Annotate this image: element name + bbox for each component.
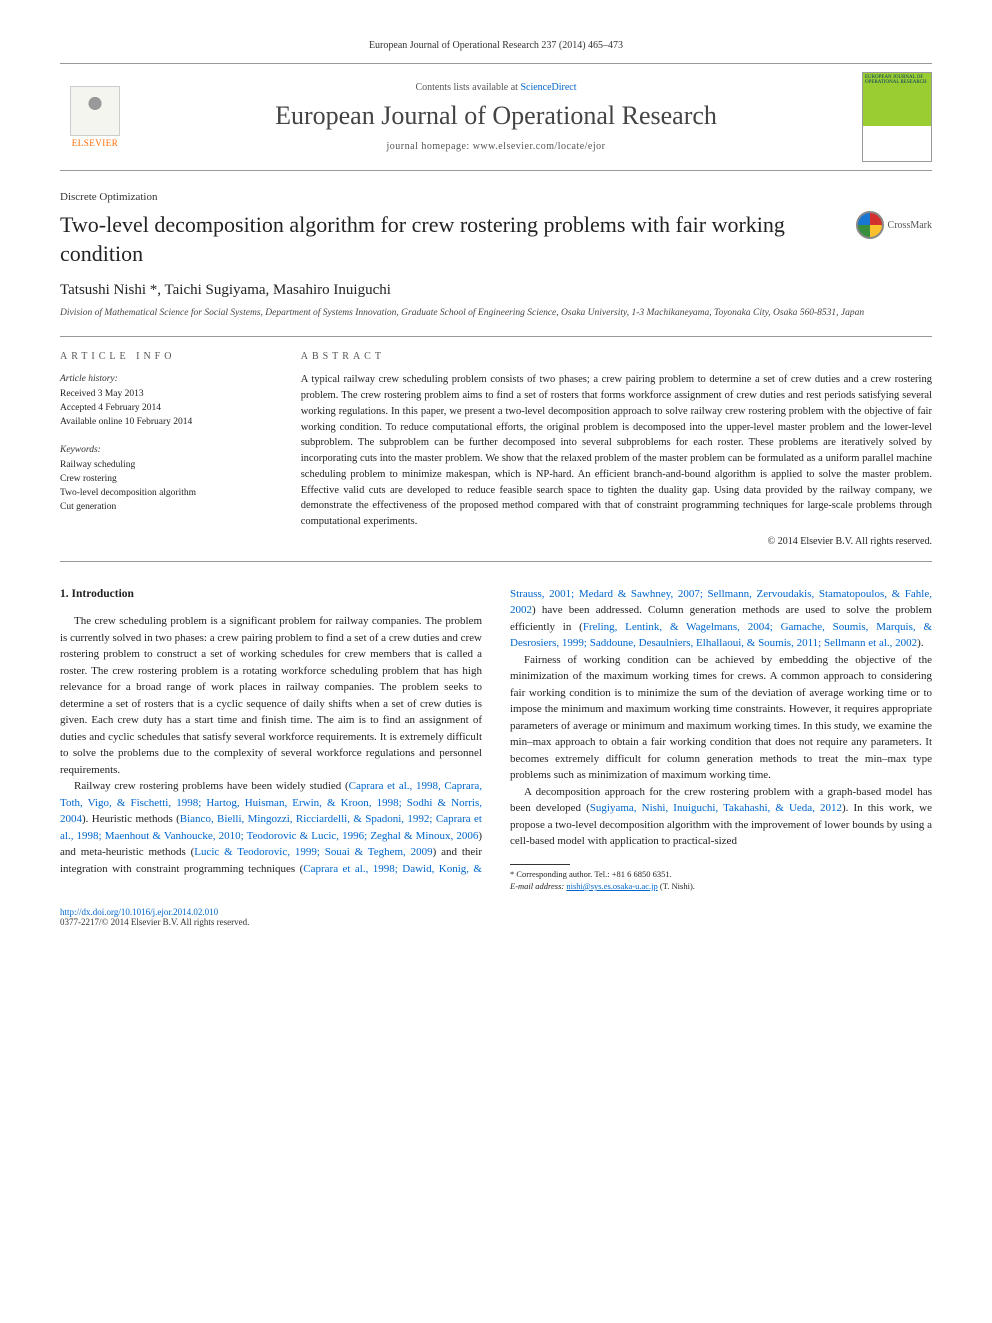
header-center: Contents lists available at ScienceDirec… [130,82,862,152]
doi-link[interactable]: http://dx.doi.org/10.1016/j.ejor.2014.02… [60,907,218,917]
journal-cover-thumbnail: EUROPEAN JOURNAL OF OPERATIONAL RESEARCH [862,72,932,162]
info-abstract-block: ARTICLE INFO Article history: Received 3… [60,336,932,562]
article-info-column: ARTICLE INFO Article history: Received 3… [60,337,287,561]
article-title: Two-level decomposition algorithm for cr… [60,211,856,268]
crossmark-icon [856,211,884,239]
body-paragraph: A decomposition approach for the crew ro… [510,784,932,850]
body-paragraph: Fairness of working condition can be ach… [510,652,932,784]
section-heading-intro: 1. Introduction [60,586,482,603]
title-row: Two-level decomposition algorithm for cr… [60,211,932,282]
keywords-block: Keywords: Railway scheduling Crew roster… [60,443,273,514]
authors: Tatsushi Nishi *, Taichi Sugiyama, Masah… [60,282,932,299]
article-info-heading: ARTICLE INFO [60,351,273,362]
body-text: ). Heuristic methods ( [82,813,180,825]
crossmark-badge[interactable]: CrossMark [856,211,932,239]
crossmark-label: CrossMark [888,220,932,231]
citation-link[interactable]: Sugiyama, Nishi, Inuiguchi, Takahashi, &… [590,802,842,814]
keyword: Crew rostering [60,472,273,486]
email-link[interactable]: nishi@sys.es.osaka-u.ac.jp [566,881,657,891]
email-footnote: E-mail address: nishi@sys.es.osaka-u.ac.… [510,881,932,893]
homepage-line: journal homepage: www.elsevier.com/locat… [130,141,862,152]
abstract-text: A typical railway crew scheduling proble… [301,372,932,530]
footnote-separator [510,864,570,865]
journal-title: European Journal of Operational Research [130,101,862,131]
article-history: Article history: Received 3 May 2013 Acc… [60,372,273,429]
citation-link[interactable]: Lucic & Teodorovic, 1999; Souai & Teghem… [194,846,432,858]
elsevier-text: ELSEVIER [72,138,119,148]
elsevier-tree-icon [70,86,120,136]
history-title: Article history: [60,372,273,386]
keyword: Railway scheduling [60,458,273,472]
email-suffix: (T. Nishi). [658,881,695,891]
body-text: Railway crew rostering problems have bee… [74,780,349,792]
abstract-copyright: © 2014 Elsevier B.V. All rights reserved… [301,536,932,547]
body-columns: 1. Introduction The crew scheduling prob… [60,586,932,893]
keyword: Two-level decomposition algorithm [60,486,273,500]
contents-line: Contents lists available at ScienceDirec… [130,82,862,93]
abstract-heading: ABSTRACT [301,351,932,362]
body-paragraph: The crew scheduling problem is a signifi… [60,613,482,778]
journal-reference: European Journal of Operational Research… [60,40,932,51]
contents-prefix: Contents lists available at [415,82,520,93]
abstract-column: ABSTRACT A typical railway crew scheduli… [287,337,932,561]
issn-line: 0377-2217/© 2014 Elsevier B.V. All right… [60,917,249,927]
header-bar: ELSEVIER Contents lists available at Sci… [60,63,932,171]
history-received: Received 3 May 2013 [60,387,273,401]
email-label: E-mail address: [510,881,566,891]
keyword: Cut generation [60,500,273,514]
page-footer: http://dx.doi.org/10.1016/j.ejor.2014.02… [60,907,932,927]
history-accepted: Accepted 4 February 2014 [60,401,273,415]
history-online: Available online 10 February 2014 [60,415,273,429]
corresponding-author-footnote: * Corresponding author. Tel.: +81 6 6850… [510,869,932,881]
elsevier-logo: ELSEVIER [60,77,130,157]
sciencedirect-link[interactable]: ScienceDirect [520,82,576,93]
affiliation: Division of Mathematical Science for Soc… [60,307,932,320]
keywords-title: Keywords: [60,443,273,457]
body-text: ). [917,637,923,649]
section-label: Discrete Optimization [60,191,932,203]
